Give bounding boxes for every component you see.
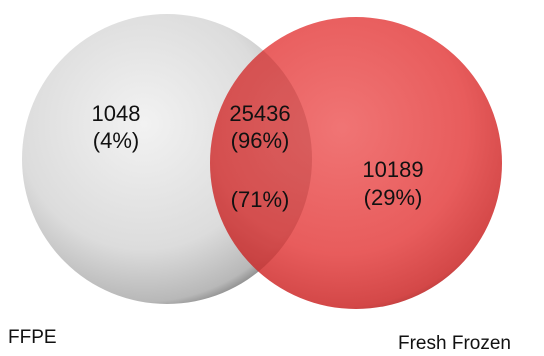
overlap-count: 25436 <box>229 101 290 126</box>
fresh-frozen-only-percent: (29%) <box>364 185 423 210</box>
overlap-percent-of-fresh-frozen: (71%) <box>231 187 290 212</box>
ffpe-only-percent: (4%) <box>93 128 139 153</box>
fresh-frozen-set-label: Fresh Frozen <box>398 333 511 354</box>
overlap-region <box>210 17 312 304</box>
fresh-frozen-circle <box>210 17 502 309</box>
ffpe-only-count: 1048 <box>92 101 141 126</box>
fresh-frozen-only-count: 10189 <box>362 157 423 182</box>
overlap-percent-of-ffpe: (96%) <box>231 128 290 153</box>
ffpe-set-label: FFPE <box>8 327 57 348</box>
